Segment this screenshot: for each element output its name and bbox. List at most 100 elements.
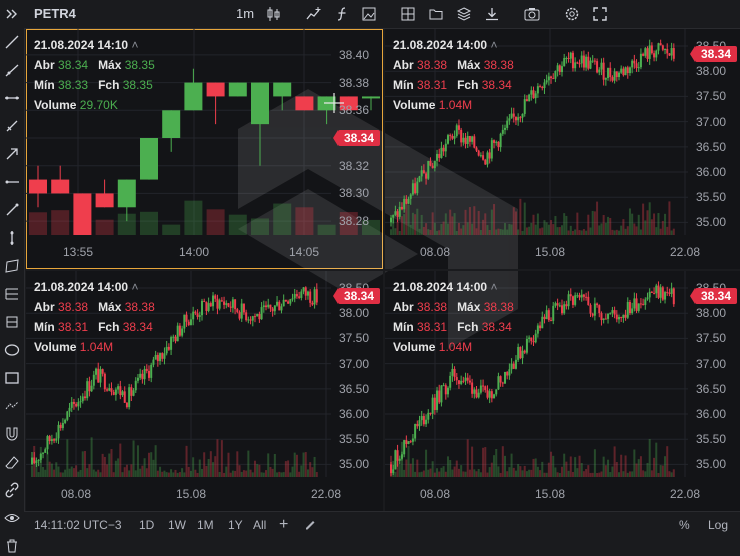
volume-bar (644, 471, 647, 477)
volume-bar (475, 228, 478, 235)
candle-body (462, 137, 465, 143)
candle-body (184, 82, 203, 111)
candle-body (631, 60, 634, 68)
horizontal-ray-icon[interactable] (2, 172, 22, 192)
candle-body (653, 292, 656, 294)
legend-datetime[interactable]: 21.08.2024 14:00 ˄ (393, 38, 498, 52)
edit-pencil-icon[interactable] (304, 512, 316, 538)
candle-body (510, 363, 513, 370)
eraser-icon[interactable] (2, 452, 22, 472)
candle-body (178, 325, 181, 336)
candle-body (411, 438, 414, 442)
ray-icon[interactable] (2, 60, 22, 80)
chart-pane-1[interactable]: 38.40 38.38 38.36 38.34 38.32 38.30 38.28 13:55… (26, 29, 383, 269)
volume-bar (582, 471, 585, 477)
volume-bar (475, 471, 478, 477)
volume-bar (523, 465, 526, 477)
volume-bar (440, 224, 443, 235)
y-tick-label: 38.00 (339, 306, 370, 321)
chevron-up-icon[interactable]: ˄ (131, 280, 139, 294)
candle-body (585, 296, 588, 298)
long-position-icon[interactable] (2, 312, 22, 332)
camera-icon[interactable] (522, 4, 542, 24)
candle-body (497, 376, 500, 390)
rectangle-icon[interactable] (2, 368, 22, 388)
candle-body (591, 60, 594, 62)
volume-bar (624, 455, 627, 477)
candle-body (587, 56, 590, 69)
volume-bar (420, 214, 423, 235)
range-1m[interactable]: 1M (197, 518, 214, 532)
range-1d[interactable]: 1D (139, 518, 155, 532)
volume-bar (462, 471, 465, 477)
parallelogram-icon[interactable] (2, 256, 22, 276)
patterns-icon[interactable] (2, 396, 22, 416)
volume-bar (642, 203, 645, 235)
volume-bar (521, 470, 524, 477)
candle-body (229, 306, 232, 308)
indicators-icon[interactable] (304, 4, 324, 24)
volume-bar (95, 471, 98, 477)
candle-body (455, 377, 458, 381)
symbol-search[interactable]: PETR4 (34, 6, 76, 21)
legend-datetime[interactable]: 21.08.2024 14:10 ˄ (34, 38, 139, 52)
link-icon[interactable] (2, 480, 22, 500)
candle-body (409, 441, 412, 443)
volume-bar (234, 470, 237, 477)
add-compare-icon[interactable]: + (279, 516, 289, 533)
volume-bar (206, 209, 225, 235)
x-tick-label: 15.08 (534, 245, 566, 259)
clock-timezone[interactable]: 14:11:02 UTC−3 (34, 518, 122, 532)
vertical-line-icon[interactable] (2, 228, 22, 248)
candle-body (664, 292, 667, 300)
settings-gear-icon[interactable] (562, 4, 582, 24)
horizontal-line-icon[interactable] (2, 88, 22, 108)
candles-icon[interactable] (263, 4, 283, 24)
log-scale-toggle[interactable]: Log (708, 518, 729, 532)
volume-bar (140, 211, 158, 235)
chevron-up-icon[interactable]: ˄ (490, 38, 498, 52)
pen-icon[interactable] (2, 200, 22, 220)
fib-retracement-icon[interactable] (2, 284, 22, 304)
legend-datetime[interactable]: 21.08.2024 14:00 ˄ (393, 280, 498, 294)
chart-pane-2[interactable]: 38.5038.0037.5037.0036.5036.0035.5035.00… (385, 29, 740, 269)
volume-bar (405, 459, 408, 477)
candle-body (561, 66, 563, 73)
range-1w[interactable]: 1W (168, 518, 186, 532)
eye-icon[interactable] (2, 508, 22, 528)
interval-selector[interactable]: 1m (236, 6, 255, 21)
folder-icon[interactable] (426, 4, 446, 24)
fullscreen-icon[interactable] (590, 4, 610, 24)
percent-scale-toggle[interactable]: % (679, 518, 690, 532)
chart-plot-3[interactable] (26, 271, 383, 511)
chart-pane-3[interactable]: 38.5038.0037.5037.0036.5036.0035.5035.00… (26, 271, 383, 511)
candle-body (611, 77, 614, 81)
layers-icon[interactable] (454, 4, 474, 24)
legend-datetime[interactable]: 21.08.2024 14:00 ˄ (34, 280, 139, 294)
volume-bar (618, 230, 620, 235)
chart-plot-1[interactable] (26, 29, 383, 269)
layout-icon[interactable] (398, 4, 418, 24)
function-icon[interactable] (332, 4, 352, 24)
brush-icon[interactable] (2, 116, 22, 136)
range-all[interactable]: All (253, 518, 267, 532)
volume-bar (471, 446, 474, 477)
candle-body (525, 99, 528, 102)
image-compare-icon[interactable] (359, 4, 379, 24)
chevron-up-icon[interactable]: ˄ (131, 38, 139, 52)
candle-body (293, 294, 296, 299)
candle-body (433, 160, 436, 169)
download-icon[interactable] (482, 4, 502, 24)
trash-icon[interactable] (2, 536, 22, 556)
magnet-icon[interactable] (2, 424, 22, 444)
chart-pane-4[interactable]: 38.5038.0037.5037.0036.5036.0035.5035.00… (385, 271, 740, 511)
chevron-up-icon[interactable]: ˄ (490, 280, 498, 294)
arrow-icon[interactable] (2, 144, 22, 164)
menu-expand-icon[interactable] (2, 4, 22, 24)
candle-body (291, 298, 294, 300)
range-1y[interactable]: 1Y (228, 518, 243, 532)
ellipse-icon[interactable] (2, 340, 22, 360)
chart-plot-4[interactable] (385, 271, 740, 511)
chart-plot-2[interactable] (385, 29, 740, 269)
trend-line-icon[interactable] (2, 32, 22, 52)
